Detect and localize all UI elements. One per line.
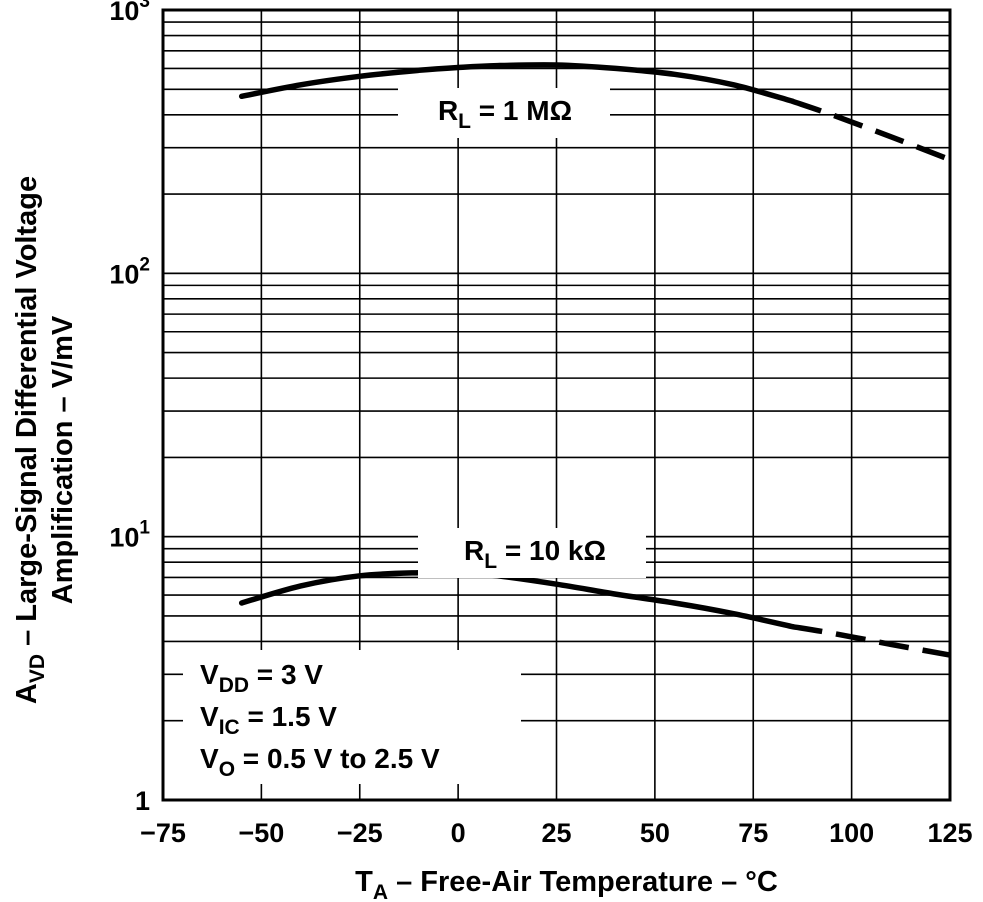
condition-line: VO = 0.5 V to 2.5 V: [200, 743, 440, 781]
series-label-bg: [398, 88, 610, 138]
series-line-dashed-2: [792, 623, 951, 658]
y-axis-title: AVD – Large-Signal Differential Voltage …: [11, 176, 79, 704]
condition-line: VDD = 3 V: [200, 659, 323, 697]
series-label-2: RL = 10 kΩ: [464, 535, 606, 573]
y-axis-title-line1: AVD – Large-Signal Differential Voltage: [11, 176, 49, 704]
series-line-dashed-1: [791, 98, 951, 163]
condition-line: VIC = 1.5 V: [200, 701, 337, 739]
y-tick-labels: 1 101 102 103: [109, 0, 150, 816]
plot-frame: [161, 8, 952, 802]
y-tick-label: 102: [109, 254, 150, 289]
series-labels: RL = 1 MΩ RL = 10 kΩ: [398, 88, 646, 578]
y-tick-label: 1: [135, 786, 150, 816]
x-axis-title: TA – Free-Air Temperature – °C: [355, 866, 778, 902]
x-tick-label: 25: [541, 818, 571, 848]
series-line-2: [238, 569, 796, 630]
y-axis-title-line2: Amplification – V/mV: [47, 315, 79, 604]
x-tick-label: 75: [738, 818, 768, 848]
x-tick-label: 0: [451, 818, 466, 848]
series-line-1: [238, 62, 796, 105]
x-tick-label: 50: [640, 818, 670, 848]
series-label-bg: [418, 528, 646, 578]
x-tick-label: −25: [337, 818, 383, 848]
conditions-box: VDD = 3 V VIC = 1.5 V VO = 0.5 V to 2.5 V: [183, 650, 521, 784]
conditions-bg: [183, 650, 521, 784]
x-tick-label: −50: [238, 818, 284, 848]
y-tick-label: 103: [109, 0, 150, 26]
series-label-1: RL = 1 MΩ: [438, 95, 572, 133]
x-tick-label: 100: [829, 818, 874, 848]
y-tick-label: 101: [109, 518, 150, 553]
x-tick-label: −75: [140, 818, 186, 848]
x-tick-labels: −75 −50 −25 0 25 50 75 100 125: [140, 818, 972, 848]
x-tick-label: 125: [927, 818, 972, 848]
